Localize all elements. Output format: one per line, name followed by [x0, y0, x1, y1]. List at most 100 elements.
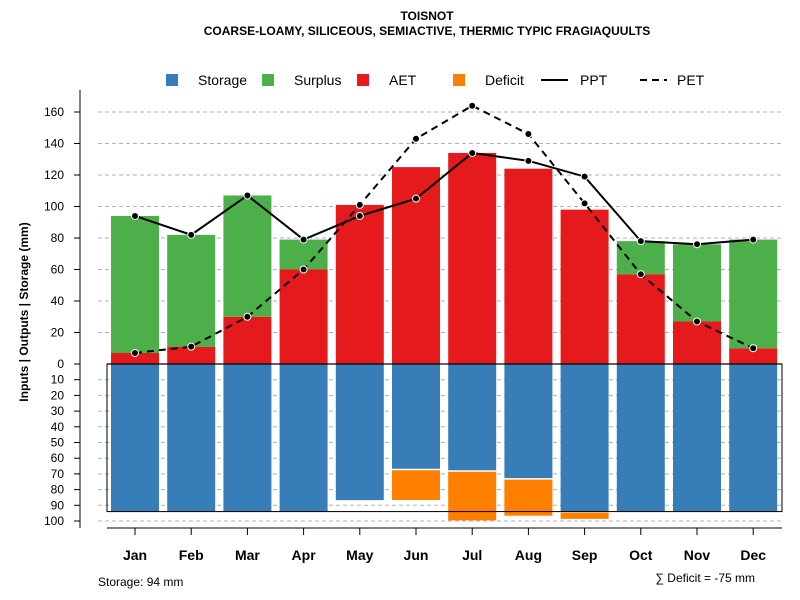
aet-bar	[729, 348, 778, 364]
aet-bar	[167, 346, 216, 364]
ppt-line-point	[524, 156, 533, 165]
storage-bar	[335, 364, 384, 501]
axes: 0204060801001201401601020304050607080901…	[44, 90, 782, 563]
y-tick-label: 160	[44, 105, 64, 119]
surplus-bar	[729, 239, 778, 349]
legend-swatch-surplus	[262, 74, 274, 86]
ppt-line-point	[636, 237, 645, 246]
deficit-footer: ∑ Deficit = -75 mm	[655, 571, 755, 585]
storage-bar	[729, 364, 778, 512]
storage-bar	[167, 364, 216, 512]
pet-line-point	[636, 270, 645, 279]
aet-bar	[673, 321, 721, 364]
surplus-bar	[111, 215, 159, 353]
storage-bar	[223, 364, 272, 512]
legend: Storage Surplus AET Deficit PPT PET	[166, 72, 705, 88]
y-tick-label: 100	[44, 200, 64, 214]
aet-bar	[111, 352, 159, 364]
aet-bar	[335, 204, 384, 364]
aet-bar	[560, 209, 609, 364]
deficit-bar	[560, 512, 609, 519]
ppt-line-point	[693, 240, 701, 249]
y-tick-label: 70	[51, 467, 65, 481]
y-tick-label: 40	[51, 294, 65, 308]
pet-line-point	[187, 342, 196, 351]
aet-bar	[448, 152, 497, 364]
x-tick-label: Aug	[515, 547, 542, 563]
x-tick-label: Mar	[235, 547, 260, 563]
storage-footer: Storage: 94 mm	[98, 575, 183, 589]
ppt-line-point	[580, 172, 589, 181]
y-tick-label: 60	[51, 451, 65, 465]
surplus-bar	[279, 239, 328, 270]
pet-line-point	[412, 134, 420, 143]
pet-line-point	[580, 199, 589, 208]
aet-bar	[279, 269, 328, 364]
surplus-bar	[167, 234, 216, 347]
deficit-bar	[392, 470, 440, 501]
legend-label-storage: Storage	[198, 72, 247, 88]
storage-bar	[504, 364, 553, 479]
bars	[106, 152, 783, 521]
storage-bar	[616, 364, 665, 512]
x-tick-label: May	[346, 547, 373, 563]
chart-title: TOISNOT	[400, 9, 454, 23]
legend-label-surplus: Surplus	[294, 72, 341, 88]
x-tick-label: Sep	[572, 547, 598, 563]
x-tick-label: Nov	[684, 547, 711, 563]
ppt-line	[134, 151, 754, 246]
pet-line-point	[468, 101, 477, 110]
storage-bar	[111, 364, 159, 512]
storage-bar	[673, 364, 721, 512]
y-tick-label: 0	[57, 357, 64, 371]
ppt-line-point	[412, 194, 420, 203]
y-tick-label: 20	[51, 388, 65, 402]
y-tick-label: 10	[51, 373, 65, 387]
legend-label-ppt: PPT	[580, 72, 608, 88]
y-axis-label: Inputs | Outputs | Storage (mm)	[17, 222, 31, 401]
pet-line	[134, 104, 754, 354]
ppt-line-point	[468, 148, 477, 157]
x-tick-label: Feb	[179, 547, 204, 563]
ppt-line-point	[299, 235, 308, 244]
surplus-bar	[616, 241, 665, 275]
pet-line-point	[749, 344, 758, 353]
surplus-bar	[673, 244, 721, 322]
pet-line-point	[243, 312, 252, 321]
legend-swatch-aet	[357, 74, 369, 86]
ppt-line-point	[187, 230, 196, 239]
legend-swatch-deficit	[453, 74, 465, 86]
pet-line-point	[524, 130, 533, 139]
x-tick-label: Jun	[404, 547, 429, 563]
y-tick-label: 80	[51, 483, 65, 497]
y-tick-label: 80	[51, 231, 65, 245]
y-tick-label: 20	[51, 326, 65, 340]
chart-subtitle: COARSE-LOAMY, SILICEOUS, SEMIACTIVE, THE…	[204, 24, 650, 38]
ppt-line-point	[355, 211, 364, 220]
y-tick-label: 100	[44, 514, 64, 528]
ppt-line-point	[243, 191, 252, 200]
x-tick-label: Jul	[462, 547, 482, 563]
x-tick-label: Apr	[292, 547, 317, 563]
y-tick-label: 40	[51, 420, 65, 434]
storage-bar	[448, 364, 497, 471]
legend-label-pet: PET	[677, 72, 705, 88]
ppt-line-point	[131, 211, 139, 220]
legend-label-deficit: Deficit	[485, 72, 524, 88]
series-lines	[131, 101, 758, 357]
y-tick-label: 60	[51, 263, 65, 277]
aet-bar	[223, 316, 272, 364]
legend-swatch-storage	[166, 74, 178, 86]
pet-line-point	[693, 317, 701, 326]
deficit-bar	[504, 479, 553, 516]
surplus-bar	[223, 195, 272, 317]
ppt-line-point	[749, 235, 758, 244]
y-tick-label: 50	[51, 436, 65, 450]
legend-label-aet: AET	[389, 72, 417, 88]
storage-bar	[279, 364, 328, 512]
y-tick-label: 30	[51, 404, 65, 418]
x-tick-label: Dec	[740, 547, 766, 563]
deficit-bar	[448, 471, 497, 521]
aet-bar	[504, 168, 553, 364]
